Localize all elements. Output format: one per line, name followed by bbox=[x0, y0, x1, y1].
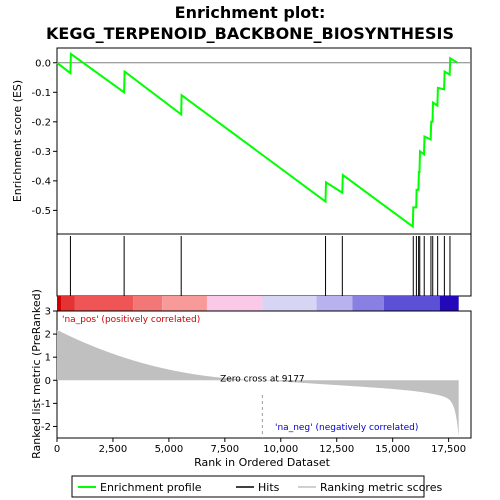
metric-y-tick-label: 1 bbox=[45, 353, 51, 364]
hits-panel bbox=[56, 233, 472, 297]
metric-y-ticks: 3 2 1 0 -1 -2 bbox=[41, 307, 57, 433]
es-y-tick-label: -0.4 bbox=[31, 176, 51, 187]
rank-bar-segment bbox=[162, 296, 207, 311]
rank-bar bbox=[57, 296, 459, 311]
rank-bar-segment bbox=[57, 296, 62, 311]
rank-bar-segment bbox=[74, 296, 134, 311]
es-y-tick-label: -0.1 bbox=[31, 88, 51, 99]
metric-x-ticks: 0 2,500 5,000 7,500 10,000 12,500 15,000 17,500 bbox=[54, 438, 466, 455]
rank-bar-segment bbox=[262, 296, 317, 311]
rank-bar-segment bbox=[61, 296, 75, 311]
es-panel: 0.0 -0.1 -0.2 -0.3 -0.4 -0.5 Enrichment score… bbox=[11, 47, 472, 235]
x-tick-label: 10,000 bbox=[263, 444, 298, 455]
metric-panel: Zero cross at 9177 'na_pos' (positively … bbox=[30, 289, 472, 469]
x-tick-label: 0 bbox=[54, 444, 60, 455]
zero-cross-label: Zero cross at 9177 bbox=[220, 374, 305, 384]
es-y-tick-label: 0.0 bbox=[35, 58, 51, 69]
metric-y-tick-label: 3 bbox=[45, 307, 51, 318]
rank-bar-segment bbox=[383, 296, 440, 311]
hits-panel-frame bbox=[56, 233, 472, 297]
es-y-label: Enrichment score (ES) bbox=[11, 80, 24, 202]
es-line bbox=[56, 51, 459, 229]
metric-area bbox=[57, 329, 459, 437]
es-panel-frame bbox=[56, 47, 472, 235]
legend-label-enrichment: Enrichment profile bbox=[100, 481, 202, 494]
metric-y-tick-label: -2 bbox=[41, 422, 51, 433]
es-y-tick-label: -0.3 bbox=[31, 147, 51, 158]
rank-bar-segment bbox=[352, 296, 384, 311]
es-y-ticks: 0.0 -0.1 -0.2 -0.3 -0.4 -0.5 bbox=[31, 58, 57, 217]
x-tick-label: 5,000 bbox=[155, 444, 184, 455]
rank-bar-segment bbox=[133, 296, 163, 311]
metric-y-label: Ranked list metric (PreRanked) bbox=[30, 289, 43, 459]
neg-label: 'na_neg' (negatively correlated) bbox=[275, 423, 418, 433]
x-tick-label: 12,500 bbox=[319, 444, 354, 455]
legend: Enrichment profile Hits Ranking metric s… bbox=[71, 475, 442, 498]
x-tick-label: 7,500 bbox=[211, 444, 240, 455]
rank-bar-segment bbox=[206, 296, 263, 311]
x-tick-label: 17,500 bbox=[431, 444, 466, 455]
es-y-tick-label: -0.2 bbox=[31, 117, 51, 128]
x-tick-label: 15,000 bbox=[375, 444, 410, 455]
chart-title-line1: Enrichment plot: bbox=[175, 3, 326, 22]
metric-y-tick-label: 0 bbox=[45, 376, 51, 387]
hit-marks bbox=[69, 236, 451, 296]
x-tick-label: 2,500 bbox=[99, 444, 128, 455]
es-y-tick-label: -0.5 bbox=[31, 206, 51, 217]
pos-label: 'na_pos' (positively correlated) bbox=[62, 315, 200, 325]
legend-label-metric: Ranking metric scores bbox=[320, 481, 442, 494]
metric-y-tick-label: -1 bbox=[41, 399, 51, 410]
metric-y-tick-label: 2 bbox=[45, 330, 51, 341]
rank-bar-segment bbox=[439, 296, 459, 311]
rank-bar-segment bbox=[316, 296, 353, 311]
chart-title-line2: KEGG_TERPENOID_BACKBONE_BIOSYNTHESIS bbox=[46, 24, 454, 43]
legend-label-hits: Hits bbox=[258, 481, 280, 494]
metric-x-label: Rank in Ordered Dataset bbox=[194, 456, 331, 469]
